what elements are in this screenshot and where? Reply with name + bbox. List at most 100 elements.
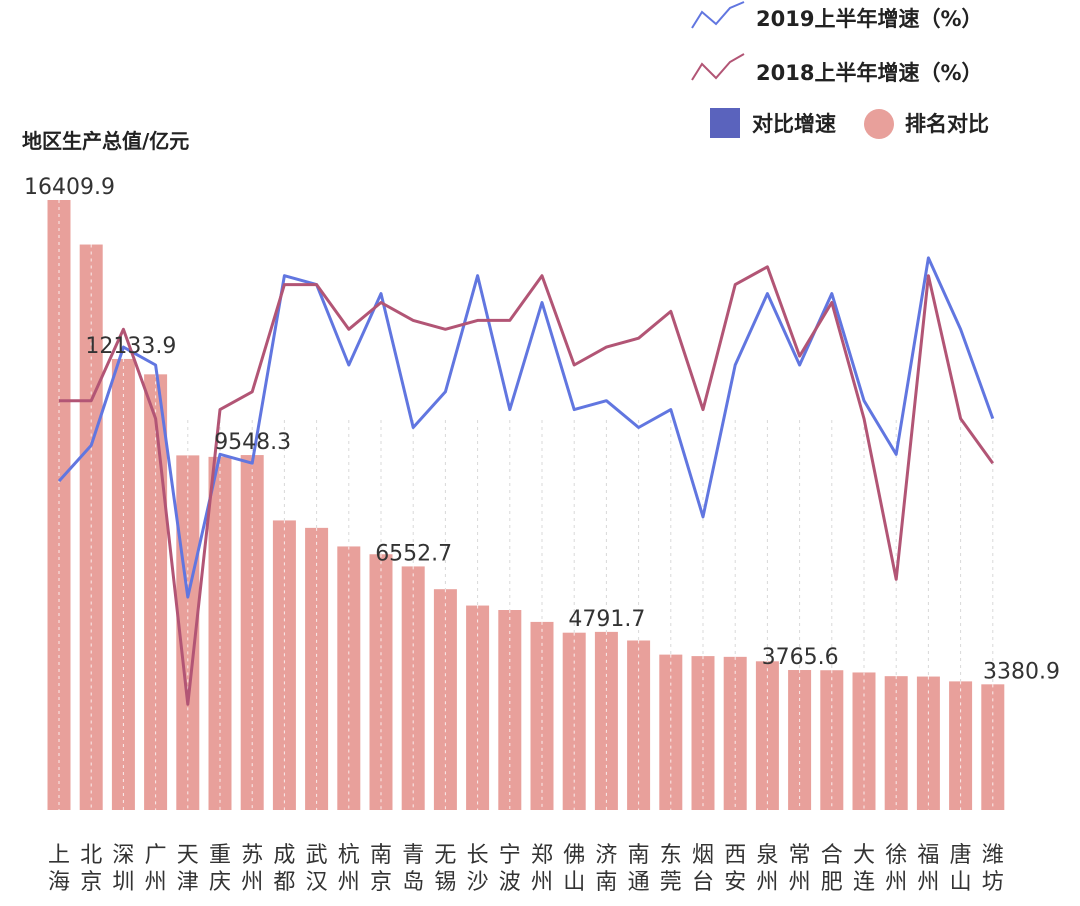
bar-15[interactable] [530,621,554,810]
category-label: 广 [145,843,167,868]
series-line-2019[interactable] [57,256,995,599]
bar-0[interactable] [47,200,71,810]
category-label: 合 [821,843,843,868]
category-label: 大 [853,843,875,868]
bar-26[interactable] [884,676,908,810]
bar-17[interactable] [594,631,618,810]
bar-13[interactable] [466,605,490,810]
category-label: 郑 [531,843,553,868]
category-label: 州 [789,870,811,895]
category-label: 通 [628,870,650,895]
category-label: 深 [112,843,134,868]
category-label: 北 [80,843,102,868]
category-label: 连 [853,870,875,895]
legend-circle-icon [864,109,894,139]
data-label: 3380.9 [983,659,1060,684]
category-label: 无 [434,843,456,868]
category-label: 沙 [467,870,489,895]
data-label: 4791.7 [568,607,645,632]
legend-square-icon [710,108,740,138]
category-label: 都 [273,870,295,895]
bar-23[interactable] [788,670,812,810]
category-label: 州 [145,870,167,895]
category-labels-group: 上海北京深圳广州天津重庆苏州成都武汉杭州南京青岛无锡长沙宁波郑州佛山济南南通东莞… [48,843,1004,895]
legend: 2019上半年增速（%） 2018上半年增速（%） 对比增速 排名对比 [691,1,989,139]
category-label: 济 [595,843,617,868]
bar-27[interactable] [916,676,940,810]
category-label: 南 [595,870,617,895]
category-label: 州 [531,870,553,895]
bar-24[interactable] [820,670,844,810]
category-label: 徐 [885,843,907,868]
category-label: 台 [692,870,714,895]
y-axis-label: 地区生产总值/亿元 [22,129,189,153]
category-label: 青 [402,843,424,868]
category-label: 州 [756,870,778,895]
category-label: 泉 [756,843,778,868]
category-label: 东 [660,843,682,868]
category-label: 津 [177,870,199,895]
bars-group [47,200,1005,810]
category-label: 山 [950,870,972,895]
category-label: 肥 [821,870,843,895]
category-label: 汉 [306,870,328,895]
bar-7[interactable] [272,520,296,810]
bar-22[interactable] [755,661,779,810]
legend-label-square: 对比增速 [752,112,836,136]
category-label: 莞 [660,870,682,895]
category-label: 成 [273,843,295,868]
series-line-2018[interactable] [59,265,995,706]
category-label: 烟 [692,843,714,868]
category-label: 南 [628,843,650,868]
category-label: 岛 [402,870,424,895]
legend-label-2019: 2019上半年增速（%） [756,7,983,31]
category-label: 锡 [434,870,456,895]
category-label: 南 [370,843,392,868]
category-label: 圳 [112,870,134,895]
data-labels-group: 16409.9 12133.9 9548.3 6552.7 4791.7 3765.6 33… [24,175,1060,684]
category-label: 西 [724,843,746,868]
bar-29[interactable] [981,684,1005,810]
bar-25[interactable] [852,672,876,810]
legend-line-2018-icon [691,53,745,81]
category-label: 重 [209,843,231,868]
category-label: 武 [306,843,328,868]
category-label: 坊 [982,870,1004,895]
legend-item-2018[interactable]: 2018上半年增速（%） [691,53,983,85]
category-label: 州 [241,870,263,895]
category-label: 苏 [241,843,263,868]
data-label: 9548.3 [214,430,291,455]
category-label: 州 [885,870,907,895]
lines-group [57,256,995,706]
category-label: 宁 [499,843,521,868]
category-label: 上 [48,843,70,868]
category-label: 长 [467,843,489,868]
bar-16[interactable] [562,632,586,810]
category-label: 常 [789,843,811,868]
legend-item-square[interactable]: 对比增速 [710,108,836,138]
category-label: 州 [338,870,360,895]
data-label: 6552.7 [375,541,452,566]
data-label: 16409.9 [24,175,115,200]
bar-21[interactable] [723,656,747,810]
legend-item-2019[interactable]: 2019上半年增速（%） [691,1,983,31]
category-label: 京 [80,870,102,895]
legend-item-circle[interactable]: 排名对比 [864,109,989,139]
data-label: 12133.9 [85,334,176,359]
bar-12[interactable] [433,589,457,810]
category-label: 唐 [950,843,972,868]
legend-label-circle: 排名对比 [905,112,989,136]
category-label: 海 [48,870,70,895]
category-label: 天 [177,843,199,868]
category-label: 波 [499,870,521,895]
category-label: 庆 [209,870,231,895]
bar-9[interactable] [337,546,361,810]
category-label: 京 [370,870,392,895]
category-label: 山 [563,870,585,895]
data-label: 3765.6 [762,645,839,670]
category-label: 安 [724,870,746,895]
category-label: 佛 [563,843,585,868]
category-label: 杭 [338,843,360,868]
bar-20[interactable] [691,656,715,810]
